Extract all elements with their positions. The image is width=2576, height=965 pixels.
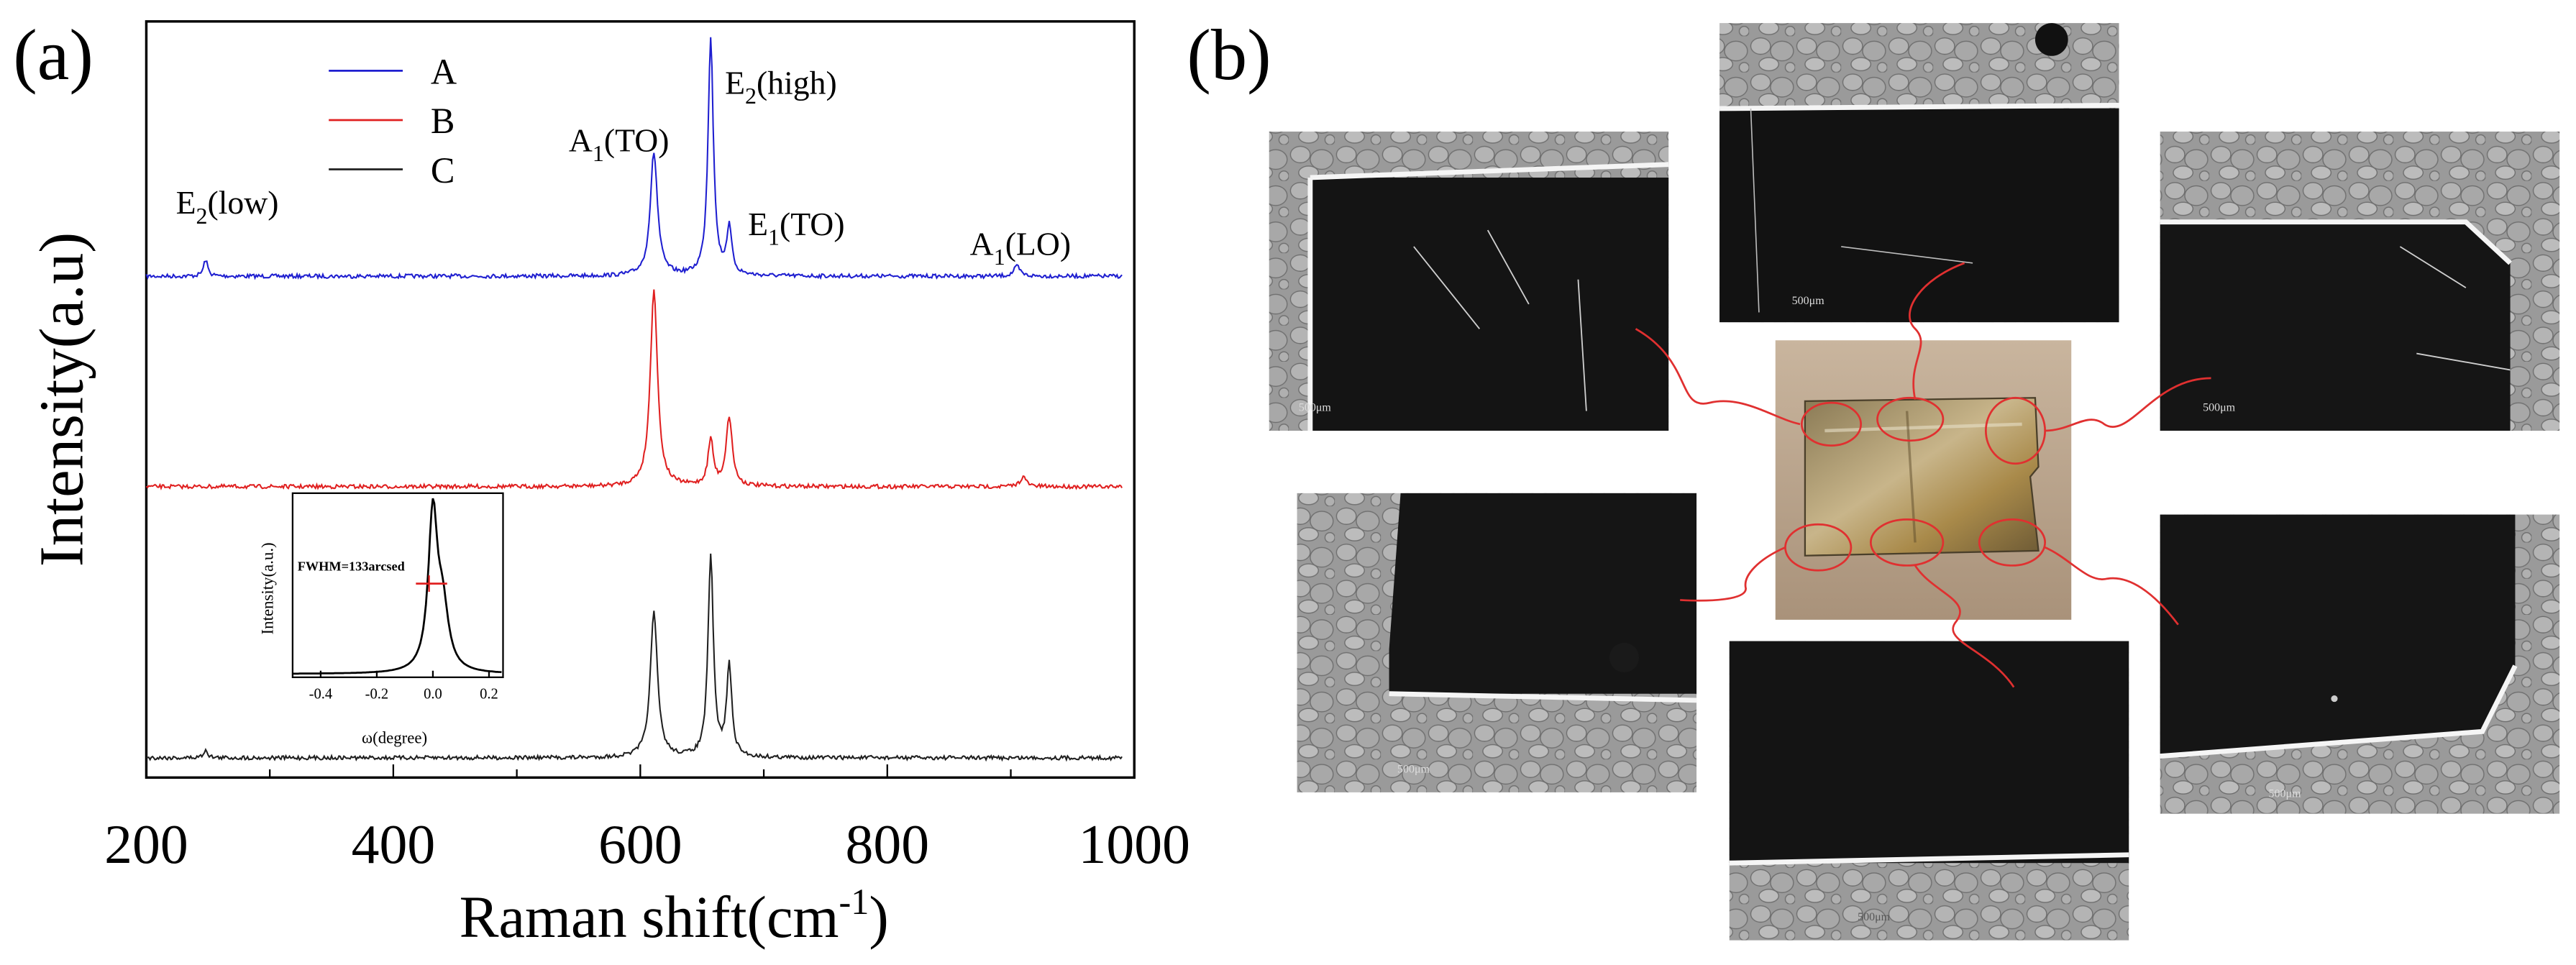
sem-scale-tr: 500μm [2203, 402, 2236, 414]
inset-x-label: ω(degree) [362, 728, 427, 746]
legend-label-a: A [431, 52, 457, 92]
marker-circle-1 [1800, 401, 1863, 447]
inset-frame [291, 492, 504, 679]
x-axis-label-sup: -1 [839, 882, 869, 922]
inset-x-tick-label: -0.2 [365, 687, 389, 703]
sem-scale-bl: 500μm [1397, 763, 1430, 775]
inset-rocking-curve: -0.4 -0.2 0.0 0.2 FWHM=133arcsed Intensity(… [258, 492, 504, 746]
series-line-c [145, 553, 1123, 762]
annotation-e1-to: E1(TO) [748, 206, 844, 250]
plot-frame [145, 20, 1136, 779]
legend-label-b: B [431, 101, 455, 141]
inset-x-ticks: -0.4 -0.2 0.0 0.2 [309, 670, 498, 703]
marker-circle-6 [1978, 518, 2047, 567]
annotation-a1-lo: A1(LO) [970, 225, 1071, 270]
sem-image-top-left: 500μm [1269, 131, 1669, 431]
raman-chart: (a) 200 400 600 800 1000 Intensity(a.u) Rama… [13, 14, 1190, 950]
inset-x-tick-label: 0.0 [424, 687, 442, 703]
legend: A B C [329, 52, 457, 191]
legend-label-c: C [431, 150, 455, 191]
x-axis-tick-labels: 200 400 600 800 1000 [104, 813, 1190, 875]
inset-curve [292, 498, 502, 675]
sem-image-bottom-center: 500μm [1729, 641, 2129, 941]
panel-a-label: (a) [13, 14, 93, 95]
inset-fwhm-label: FWHM=133arcsed [298, 559, 405, 573]
panel-b-label: (b) [1187, 14, 1271, 95]
sem-scale-br: 500μm [2269, 788, 2302, 800]
sem-scale-tc: 500μm [1792, 295, 1825, 307]
sem-image-bottom-left: 500μm [1297, 493, 1697, 792]
sem-image-top-right: 500μm [2160, 131, 2560, 431]
x-tick-label: 200 [104, 813, 188, 875]
annotation-a1-to: A1(TO) [569, 122, 670, 166]
connector-4 [1680, 546, 1786, 602]
x-axis-label: Raman shift(cm-1) [460, 882, 889, 950]
x-axis-label-main: Raman shift(cm [460, 884, 839, 950]
connector-2 [1909, 262, 1965, 400]
x-tick-label: 800 [846, 813, 930, 875]
x-tick-label: 600 [598, 813, 682, 875]
sem-panel: (b) 500μm 500μm 500μm [1187, 14, 2560, 941]
sem-image-bottom-right: 500μm [2160, 514, 2560, 814]
crystal-photo [1775, 340, 2072, 620]
series-line-b [145, 289, 1123, 490]
marker-circle-2 [1876, 396, 1945, 442]
series-line-a [145, 37, 1123, 280]
x-tick-label: 400 [352, 813, 436, 875]
marker-circle-5 [1869, 518, 1945, 567]
x-tick-label: 1000 [1079, 813, 1190, 875]
connector-3 [2045, 377, 2211, 432]
y-axis-label: Intensity(a.u) [27, 232, 96, 567]
annotation-e2-low: E2(low) [176, 184, 279, 229]
inset-x-tick-label: -0.4 [309, 687, 333, 703]
sem-scale-bc: 500μm [1858, 911, 1891, 923]
connector-5 [1914, 564, 2015, 688]
series-lines [145, 37, 1123, 762]
inset-x-tick-label: 0.2 [480, 687, 498, 703]
connector-1 [1635, 328, 1801, 426]
connector-6 [2045, 546, 2179, 626]
inset-y-label: Intensity(a.u.) [258, 542, 276, 634]
x-axis-label-close: ) [869, 884, 888, 950]
annotation-e2-high: E2(high) [725, 64, 837, 109]
annotation-markers [1635, 262, 2211, 688]
peak-annotations: E2(low) A1(TO) E2(high) E1(TO) A1(LO) [176, 64, 1071, 270]
x-axis-ticks [145, 764, 1136, 778]
sem-image-top-center: 500μm [1719, 23, 2119, 323]
sem-scale-tl: 500μm [1299, 402, 1332, 414]
